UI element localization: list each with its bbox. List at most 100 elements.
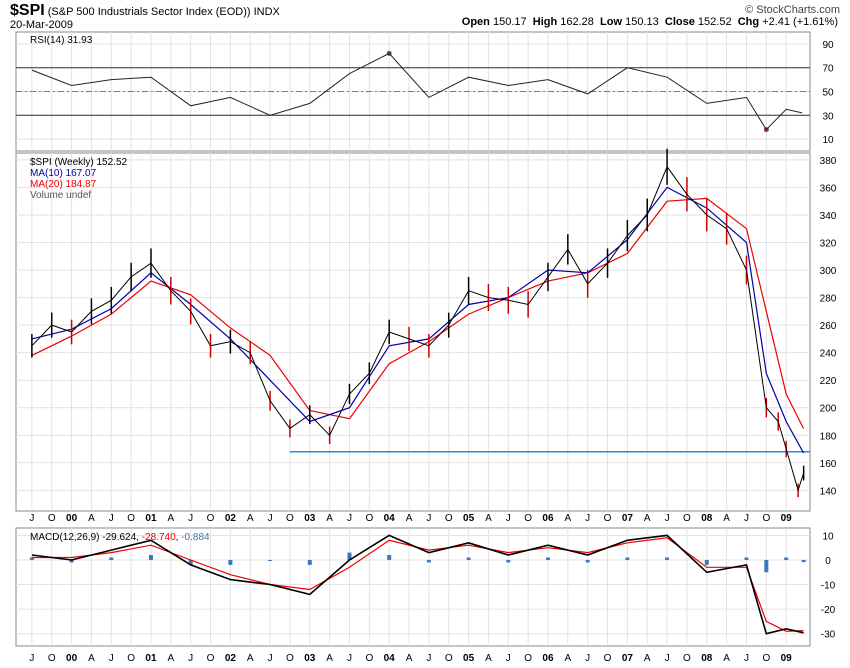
x-tick-label: A (88, 653, 95, 664)
x-tick-label: J (188, 513, 193, 524)
y-tick-label-macd: -30 (821, 630, 836, 641)
x-tick-label: A (723, 513, 730, 524)
macd-histogram-bar (387, 555, 392, 560)
signal-legend-value: -28.740 (142, 532, 176, 543)
x-tick-label: J (506, 513, 511, 524)
macd-histogram-bar (625, 557, 630, 560)
y-tick-label-macd: -20 (821, 605, 836, 616)
x-tick-label: J (29, 653, 34, 664)
symbol: $SPI (10, 2, 45, 19)
x-tick-label: J (506, 653, 511, 664)
y-tick-label-price: 260 (820, 321, 837, 332)
x-tick-label: J (109, 653, 114, 664)
x-tick-label: 09 (781, 653, 793, 664)
ma10-line (31, 186, 805, 454)
x-tick-label: 06 (542, 653, 554, 664)
x-tick-label: O (48, 653, 56, 664)
x-tick-label: 08 (701, 653, 713, 664)
x-tick-label: A (406, 653, 413, 664)
hist-legend-value: -0.884 (181, 532, 210, 543)
macd-legend: MACD(12,26,9) -29.624, -28.740, -0.884 (30, 532, 210, 543)
rsi-line (31, 52, 803, 131)
x-tick-label: O (48, 513, 56, 524)
ma20-line (31, 197, 805, 429)
x-tick-label: J (268, 513, 273, 524)
y-tick-label-macd: -10 (821, 581, 836, 592)
open-label: Open (461, 16, 490, 28)
macd-histogram-bar (148, 555, 153, 560)
chart-date: 20-Mar-2009 (10, 19, 73, 31)
x-tick-label: O (207, 653, 215, 664)
x-tick-label: O (127, 513, 135, 524)
y-tick-label-price: 340 (820, 211, 837, 222)
y-tick-label-price: 200 (820, 404, 837, 415)
x-tick-label: O (683, 513, 691, 524)
quote-bar: Open 150.17 High 162.28 Low 150.13 Close… (462, 16, 838, 28)
chart-header: $SPI (S&P 500 Industrials Sector Index (… (10, 2, 280, 20)
macd-panel-frame (15, 527, 811, 647)
price-line (31, 165, 805, 493)
volume-legend: Volume undef (30, 190, 91, 201)
macd-line (31, 534, 804, 635)
low-value: 150.13 (625, 16, 659, 28)
y-tick-label-rsi: 90 (822, 40, 834, 51)
brand-watermark: © StockCharts.com (745, 4, 840, 16)
x-tick-label: A (88, 513, 95, 524)
x-tick-label: O (524, 653, 532, 664)
x-tick-label: A (644, 513, 651, 524)
y-tick-label-price: 380 (820, 156, 837, 167)
rsi-legend: RSI(14) 31.93 (30, 35, 93, 46)
x-tick-label: O (445, 513, 453, 524)
y-tick-label-rsi: 50 (822, 88, 834, 99)
macd-histogram-bar (307, 559, 312, 565)
x-tick-label: O (524, 513, 532, 524)
ma20-legend: MA(20) 184.87 (30, 179, 97, 190)
x-tick-label: O (286, 653, 294, 664)
grid-layer (16, 32, 810, 646)
x-tick-label: J (585, 653, 590, 664)
y-tick-label-price: 140 (820, 486, 837, 497)
x-tick-label: O (207, 513, 215, 524)
x-tick-label: A (485, 653, 492, 664)
x-tick-label: 00 (66, 513, 78, 524)
x-tick-label: J (268, 653, 273, 664)
x-tick-label: O (286, 513, 294, 524)
x-tick-label: A (247, 513, 254, 524)
ma10-legend: MA(10) 167.07 (30, 168, 97, 179)
macd-histogram-bar (228, 559, 233, 565)
chg-label: Chg (737, 16, 760, 28)
macd-histogram-bar (188, 559, 193, 565)
x-tick-label: J (426, 513, 431, 524)
y-tick-label-rsi: 30 (822, 111, 834, 122)
x-tick-label: 09 (781, 513, 793, 524)
x-tick-label: 04 (384, 653, 396, 664)
x-tick-label: A (485, 513, 492, 524)
x-tick-label: 03 (304, 513, 316, 524)
open-value: 150.17 (492, 16, 527, 28)
x-tick-label: O (365, 653, 373, 664)
x-tick-label: A (167, 513, 174, 524)
x-tick-label: J (347, 653, 352, 664)
macd-histogram-bar (744, 557, 749, 560)
chg-value: +2.41 (+1.61%) (762, 16, 838, 28)
y-tick-label-price: 160 (820, 459, 837, 470)
y-tick-label-rsi: 70 (822, 64, 834, 75)
x-tick-label: J (426, 653, 431, 664)
x-tick-label: J (109, 513, 114, 524)
marks-layer: J J O O 00 00 A A J J O O 01 01 A A J J O O 02 02 A A J J O O 03 03 A A… (16, 40, 837, 664)
x-tick-label: 02 (225, 653, 237, 664)
y-tick-label-macd: 10 (822, 531, 834, 542)
x-tick-label: O (365, 513, 373, 524)
macd-legend-label: MACD(12,26,9) (30, 532, 99, 543)
x-tick-label: O (604, 513, 612, 524)
description: (S&P 500 Industrials Sector Index (EOD)) (47, 6, 251, 18)
y-tick-label-price: 300 (820, 266, 837, 277)
macd-histogram-bar (466, 557, 471, 560)
price-panel-frame (15, 152, 811, 512)
x-tick-label: J (585, 513, 590, 524)
macd-histogram-bar (801, 559, 806, 563)
macd-histogram-bar (665, 557, 670, 560)
x-tick-label: A (644, 653, 651, 664)
macd-histogram-bar (426, 559, 431, 563)
